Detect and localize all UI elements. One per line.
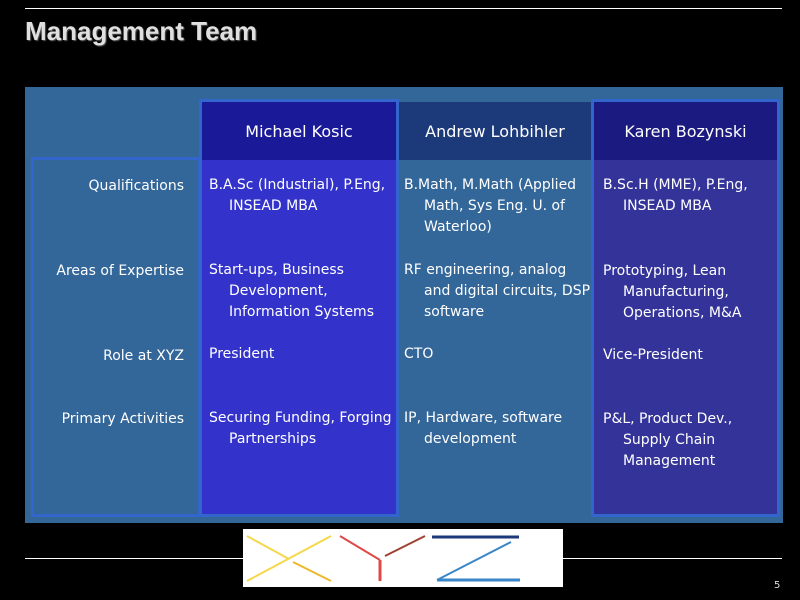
person-column: Michael Kosic B.A.Sc (Industrial), P.Eng…	[199, 99, 399, 517]
row-label: Areas of Expertise	[56, 263, 184, 279]
expertise-cell: Prototyping, Lean Manufacturing, Operati…	[603, 263, 742, 321]
row-label: Primary Activities	[61, 411, 184, 427]
person-column: Andrew Lohbihler B.Math, M.Math (Applied…	[397, 99, 593, 517]
role-cell: CTO	[404, 346, 434, 362]
expertise-cell: Start-ups, Business Development, Informa…	[209, 262, 374, 320]
person-name: Karen Bozynski	[594, 102, 777, 160]
page-number: 5	[774, 580, 781, 591]
row-label: Role at XYZ	[103, 348, 184, 364]
row-label-column: Qualifications Areas of Expertise Role a…	[31, 157, 201, 517]
person-name: Andrew Lohbihler	[397, 102, 593, 160]
activities-cell: Securing Funding, Forging Partnerships	[209, 410, 392, 447]
expertise-cell: RF engineering, analog and digital circu…	[404, 262, 591, 320]
role-cell: Vice-President	[603, 347, 703, 363]
activities-cell: P&L, Product Dev., Supply Chain Manageme…	[603, 411, 733, 469]
xyz-logo	[243, 529, 563, 587]
qualifications-cell: B.Sc.H (MME), P.Eng, INSEAD MBA	[603, 177, 748, 214]
qualifications-cell: B.Math, M.Math (Applied Math, Sys Eng. U…	[404, 177, 577, 235]
qualifications-cell: B.A.Sc (Industrial), P.Eng, INSEAD MBA	[209, 177, 386, 214]
team-table: Qualifications Areas of Expertise Role a…	[25, 87, 783, 523]
person-column: Karen Bozynski B.Sc.H (MME), P.Eng, INSE…	[591, 99, 780, 517]
role-cell: President	[209, 346, 275, 362]
top-rule	[25, 8, 782, 9]
slide-title: Management Team	[25, 16, 258, 46]
row-label: Qualifications	[88, 178, 184, 194]
person-name: Michael Kosic	[202, 102, 396, 160]
activities-cell: IP, Hardware, software development	[404, 410, 563, 447]
